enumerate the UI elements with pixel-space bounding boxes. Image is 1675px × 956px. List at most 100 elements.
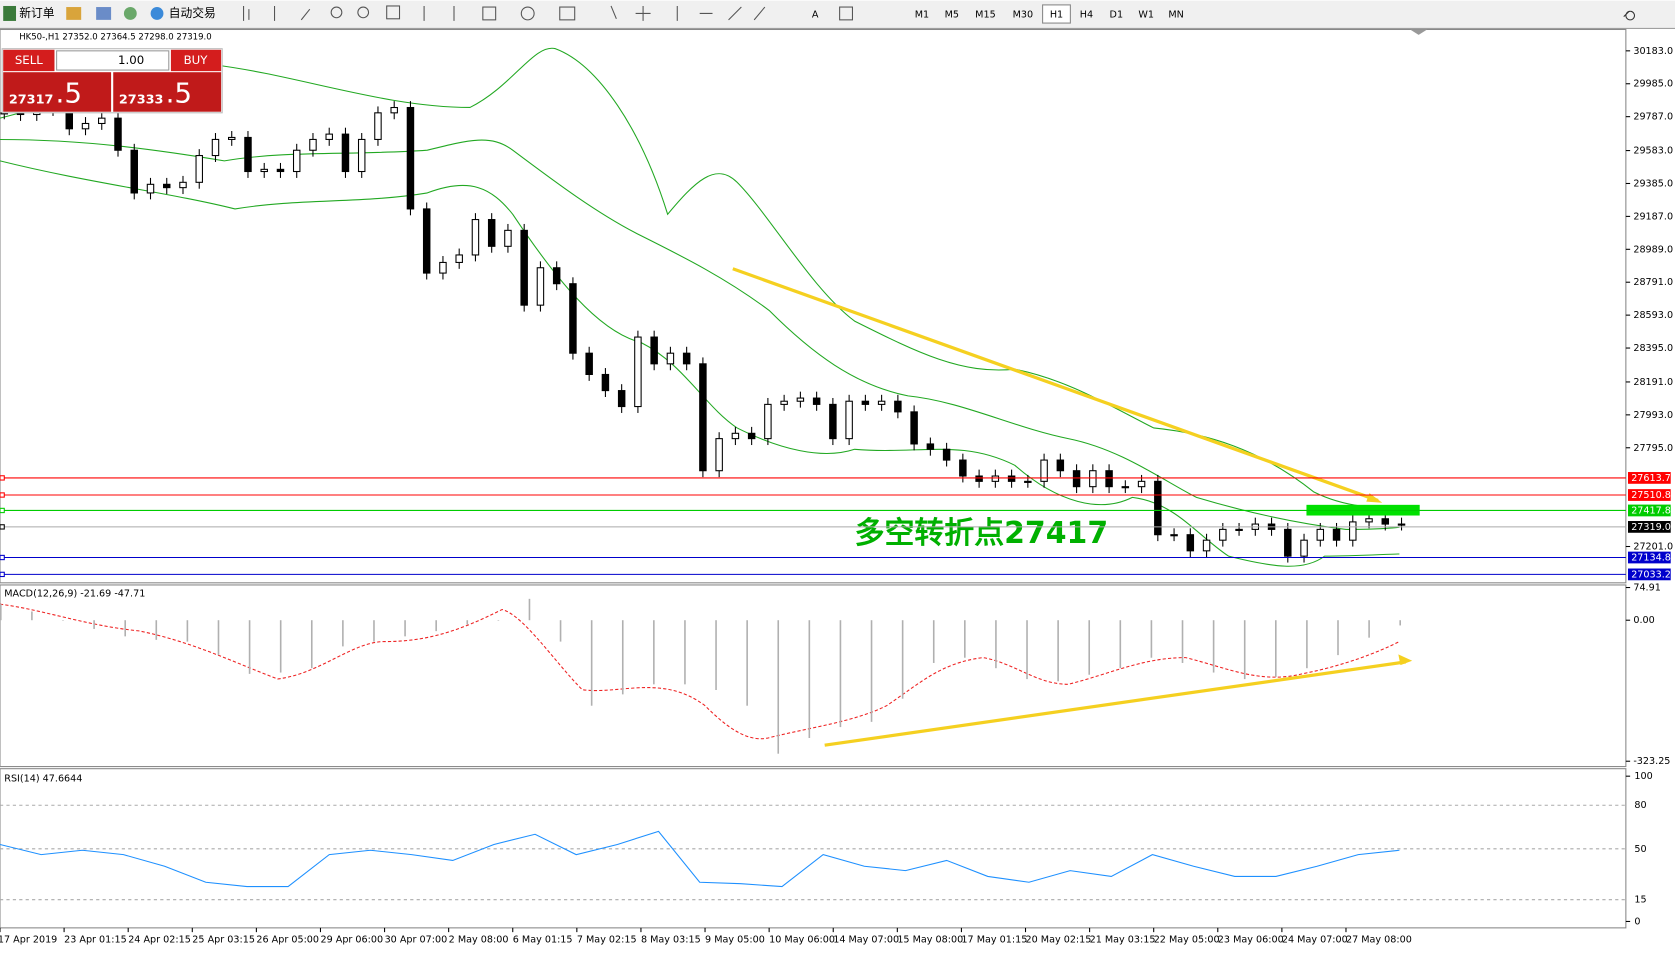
macd-bar <box>715 620 717 691</box>
tool-icon[interactable] <box>96 7 112 20</box>
macd-bar <box>1337 620 1339 656</box>
candle <box>812 397 821 405</box>
timeframe[interactable]: M1 <box>915 10 929 21</box>
macd-bar <box>1306 620 1308 669</box>
timeframe[interactable]: W1 <box>1138 10 1154 21</box>
candle <box>439 261 447 274</box>
macd-bar <box>124 620 126 637</box>
macd-bar <box>31 611 33 621</box>
price-tick-label: 28191.0 <box>1633 377 1673 388</box>
price-line-label: 27134.8 <box>1631 553 1671 564</box>
macd-bar <box>310 620 313 669</box>
macd-bar <box>808 620 811 738</box>
price-line-handle <box>0 492 5 498</box>
buy-price[interactable]: 27333 <box>119 92 164 107</box>
macd-bar <box>279 620 282 673</box>
macd-bar <box>373 620 375 642</box>
candle <box>1170 534 1178 537</box>
timeframe[interactable]: M30 <box>1013 10 1034 21</box>
macd-trend-arrow <box>824 660 1407 747</box>
buy-price-frac[interactable]: .5 <box>166 77 193 110</box>
candle <box>520 229 528 306</box>
macd-bar <box>1212 620 1215 673</box>
new-order-icon[interactable] <box>3 5 17 21</box>
macd-bar <box>435 620 437 632</box>
macd-bar <box>1243 620 1246 680</box>
timeframe[interactable]: M5 <box>945 10 959 21</box>
macd-bar <box>1119 620 1122 669</box>
timeframe[interactable]: MN <box>1168 10 1183 21</box>
macd-bar <box>1181 620 1184 663</box>
candles <box>0 101 1406 563</box>
candle <box>357 138 366 173</box>
buy-label[interactable]: BUY <box>184 53 209 67</box>
date-label: 17 Apr 2019 <box>0 935 57 946</box>
price-label-box <box>1627 489 1671 501</box>
date-label: 21 May 03:15 <box>1090 935 1156 946</box>
candle <box>715 438 723 472</box>
price-line-handle <box>0 507 5 514</box>
macd-bar <box>559 620 562 642</box>
macd-bar <box>746 620 748 706</box>
sell-label[interactable]: SELL <box>15 53 43 67</box>
price-line-handle <box>0 571 5 578</box>
date-label: 6 May 01:15 <box>513 935 573 946</box>
tool-icon[interactable] <box>123 7 137 20</box>
price-tick-label: 29787.0 <box>1633 112 1673 123</box>
candle <box>682 352 691 365</box>
candle <box>666 352 675 365</box>
sell-price-box[interactable] <box>3 72 112 112</box>
candle <box>260 168 268 173</box>
auto-trading[interactable]: 自动交易 <box>169 6 216 20</box>
candle <box>504 229 512 247</box>
timeframe[interactable]: H4 <box>1080 10 1093 21</box>
timeframe[interactable]: H1 <box>1050 10 1063 21</box>
buy-price-box[interactable] <box>113 72 222 112</box>
macd-bar <box>1057 620 1059 682</box>
sell-button[interactable] <box>3 49 55 72</box>
buy-button[interactable] <box>170 49 222 72</box>
candle <box>1381 518 1390 525</box>
candle <box>699 363 707 472</box>
toolbar-icons[interactable] <box>243 5 766 21</box>
macd-bar <box>777 620 780 754</box>
price-line-handle <box>0 475 5 481</box>
price-pane <box>0 28 1627 584</box>
text-tool[interactable]: A <box>812 10 819 21</box>
label-tool[interactable] <box>839 6 853 21</box>
tool-icon[interactable] <box>66 7 82 20</box>
candle <box>1186 534 1195 552</box>
active-timeframe[interactable] <box>1042 4 1071 24</box>
sell-price-frac[interactable]: .5 <box>56 77 82 110</box>
macd-tick-label: 0.00 <box>1633 615 1654 626</box>
candle <box>877 400 886 405</box>
candle <box>1300 539 1308 557</box>
candle <box>325 133 333 140</box>
lots[interactable]: 1.00 <box>118 53 144 67</box>
candle <box>1024 480 1032 483</box>
macd-bar <box>466 620 469 625</box>
candle <box>764 403 772 440</box>
date-label: 22 May 05:00 <box>1154 935 1220 946</box>
timeframe[interactable]: D1 <box>1110 10 1124 21</box>
candle <box>910 411 918 445</box>
macd-bar <box>528 598 531 621</box>
new-order[interactable]: 新订单 <box>19 6 54 20</box>
candle <box>569 283 577 354</box>
timeframe[interactable]: M15 <box>975 10 996 21</box>
sell-price[interactable]: 27317 <box>9 92 54 107</box>
date-label: 23 May 06:00 <box>1218 935 1284 946</box>
price-tick-label: 28593.0 <box>1633 310 1673 321</box>
price-label-box <box>1627 568 1671 581</box>
rsi-tick-label: 50 <box>1634 844 1646 855</box>
search-icon[interactable] <box>1623 10 1635 21</box>
rsi-label: RSI(14) 47.6644 <box>4 773 82 784</box>
auto-trading-icon[interactable] <box>150 7 164 20</box>
chart-header: HK50-,H1 27352.0 27364.5 27298.0 27319.0 <box>19 32 211 42</box>
candle <box>894 400 902 413</box>
price-tick-label: 29385.0 <box>1633 178 1673 189</box>
macd-bar <box>186 620 189 642</box>
arrow-head <box>1398 654 1413 666</box>
candle <box>1072 470 1081 488</box>
lots-input[interactable] <box>56 50 170 71</box>
